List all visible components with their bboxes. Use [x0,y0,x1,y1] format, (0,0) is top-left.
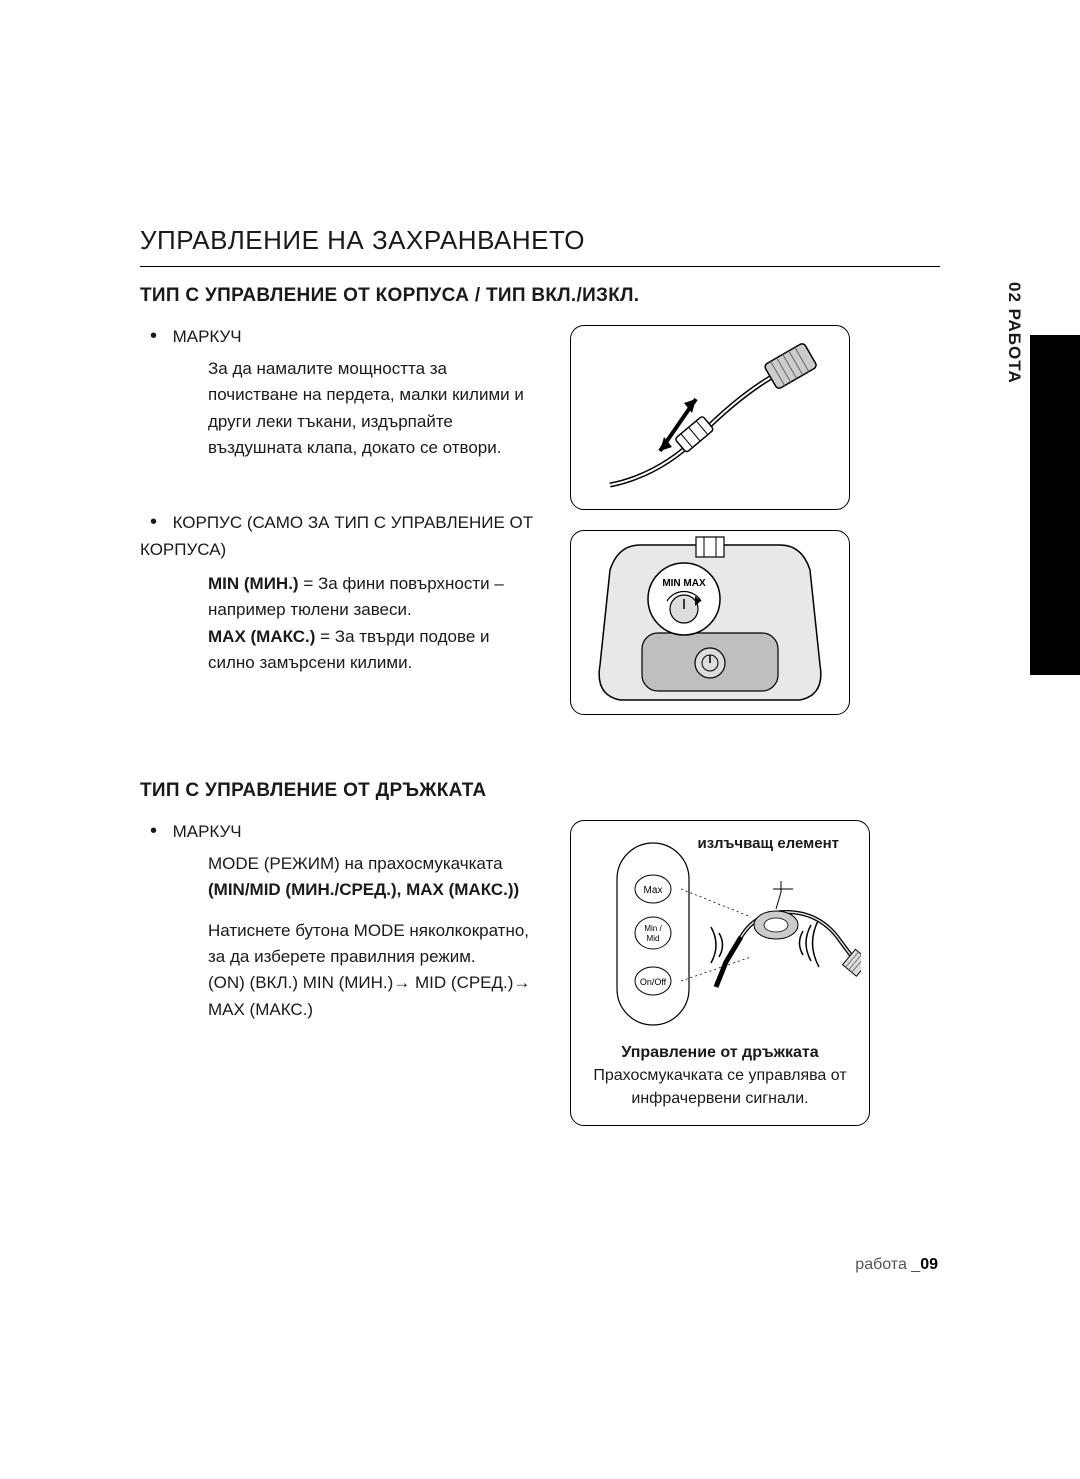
page-content: УПРАВЛЕНИЕ НА ЗАХРАНВАНЕТО ТИП С УПРАВЛЕ… [140,225,940,1171]
svg-text:Mid: Mid [647,934,660,943]
hose-b-body: MODE (РЕЖИМ) на прахосмукачката (MIN/MID… [208,851,540,1023]
hose-b-bullet: МАРКУЧ MODE (РЕЖИМ) на прахосмукачката (… [140,820,540,1023]
hose-b-line2: (MIN/MID (МИН./СРЕД.), MAX (МАКС.)) [208,880,519,899]
emitter-label-text: излъчващ елемент [697,835,839,852]
hose-b-para3: (ON) (ВКЛ.) MIN (МИН.)→ MID (СРЕД.)→ MAX… [208,973,530,1018]
btn-onoff: On/Off [640,977,667,987]
hose-body: За да намалите мощността за почистване н… [208,356,540,461]
body-illustration: MIN MAX [570,530,850,715]
body-minmax: MIN (МИН.) = За фини повърхности – напри… [208,571,540,676]
section-b-title: ТИП С УПРАВЛЕНИЕ ОТ ДРЪЖКАТА [140,780,940,802]
body-label: КОРПУС (САМО ЗА ТИП С УПРАВЛЕНИЕ ОТ КОРП… [140,507,540,563]
btn-mid: Min / [644,924,662,933]
section-a: МАРКУЧ За да намалите мощността за почис… [140,325,940,735]
dial-minmax-label: MIN MAX [662,578,706,589]
min-bold: MIN (МИН.) [208,574,299,593]
main-title: УПРАВЛЕНИЕ НА ЗАХРАНВАНЕТО [140,225,940,267]
hose-b-line1: MODE (РЕЖИМ) на прахосмукачката [208,854,503,873]
hose-illustration [570,325,850,510]
hose-label: МАРКУЧ [140,325,540,348]
handle-illustration: излъчващ елемент Max Min / Mid On/Off [570,820,870,1126]
page-footer: работа _09 [855,1256,938,1274]
section-b: МАРКУЧ MODE (РЕЖИМ) на прахосмукачката (… [140,820,940,1126]
section-a-title: ТИП С УПРАВЛЕНИЕ ОТ КОРПУСА / ТИП ВКЛ./И… [140,285,940,307]
hose-b-para2: Натиснете бутона MODE няколкократно, за … [208,921,529,966]
hose-bullet: МАРКУЧ За да намалите мощността за почис… [140,325,540,461]
max-bold: MAX (МАКС.) [208,627,315,646]
section-a-text: МАРКУЧ За да намалите мощността за почис… [140,325,540,735]
footer-page: 09 [920,1256,938,1273]
section-a-illus: MIN MAX [570,325,860,735]
handle-caption: Управление от дръжката Прахосмукачката с… [581,1041,859,1111]
section-b-illus: излъчващ елемент Max Min / Mid On/Off [570,820,890,1126]
btn-max: Max [644,885,663,896]
hose-b-label: МАРКУЧ [140,820,540,843]
body-bullet: КОРПУС (САМО ЗА ТИП С УПРАВЛЕНИЕ ОТ КОРП… [140,507,540,676]
section-side-tab: 02 РАБОТА [1004,282,1024,384]
section-b-text: МАРКУЧ MODE (РЕЖИМ) на прахосмукачката (… [140,820,540,1126]
footer-label: работа _ [855,1256,920,1273]
handle-body: Прахосмукачката се управлява от инфрачер… [593,1067,846,1107]
emitter-label: излъчващ елемент [697,833,839,854]
handle-title: Управление от дръжката [621,1044,818,1061]
side-thumb-index [1030,335,1080,675]
